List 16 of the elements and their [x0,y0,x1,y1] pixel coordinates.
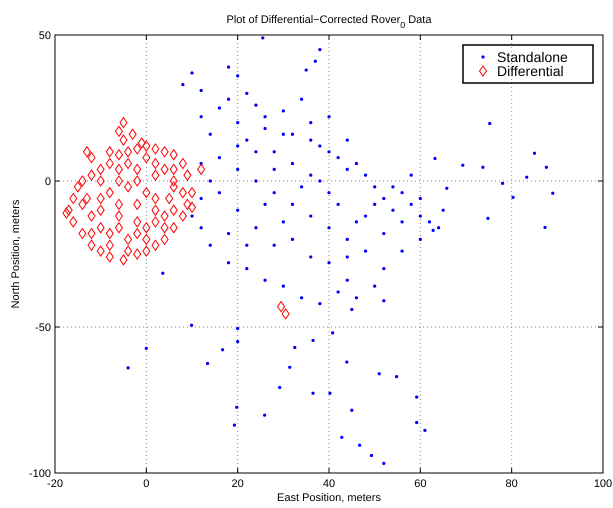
x-tick-label: 100 [594,478,612,490]
x-tick-label: -20 [47,478,63,490]
y-tick-label: 50 [38,30,51,42]
y-tick-label: -100 [28,468,51,480]
legend-label: Differential [497,63,564,79]
x-tick-label: 40 [322,478,336,490]
x-axis-title: East Position, meters [277,492,382,504]
y-tick-label: -50 [35,322,51,334]
x-tick-label: 20 [232,478,244,490]
legend-label: Standalone [497,49,568,65]
y-tick-label: 0 [44,176,51,188]
x-tick-label: 60 [414,478,426,490]
chart-title: Plot of Differential−Corrected Rover$_{0}$ Data [226,14,432,30]
x-tick-label: 0 [143,478,150,490]
y-axis-title: North Position, meters [10,199,22,308]
x-tick-label: 80 [506,478,518,490]
